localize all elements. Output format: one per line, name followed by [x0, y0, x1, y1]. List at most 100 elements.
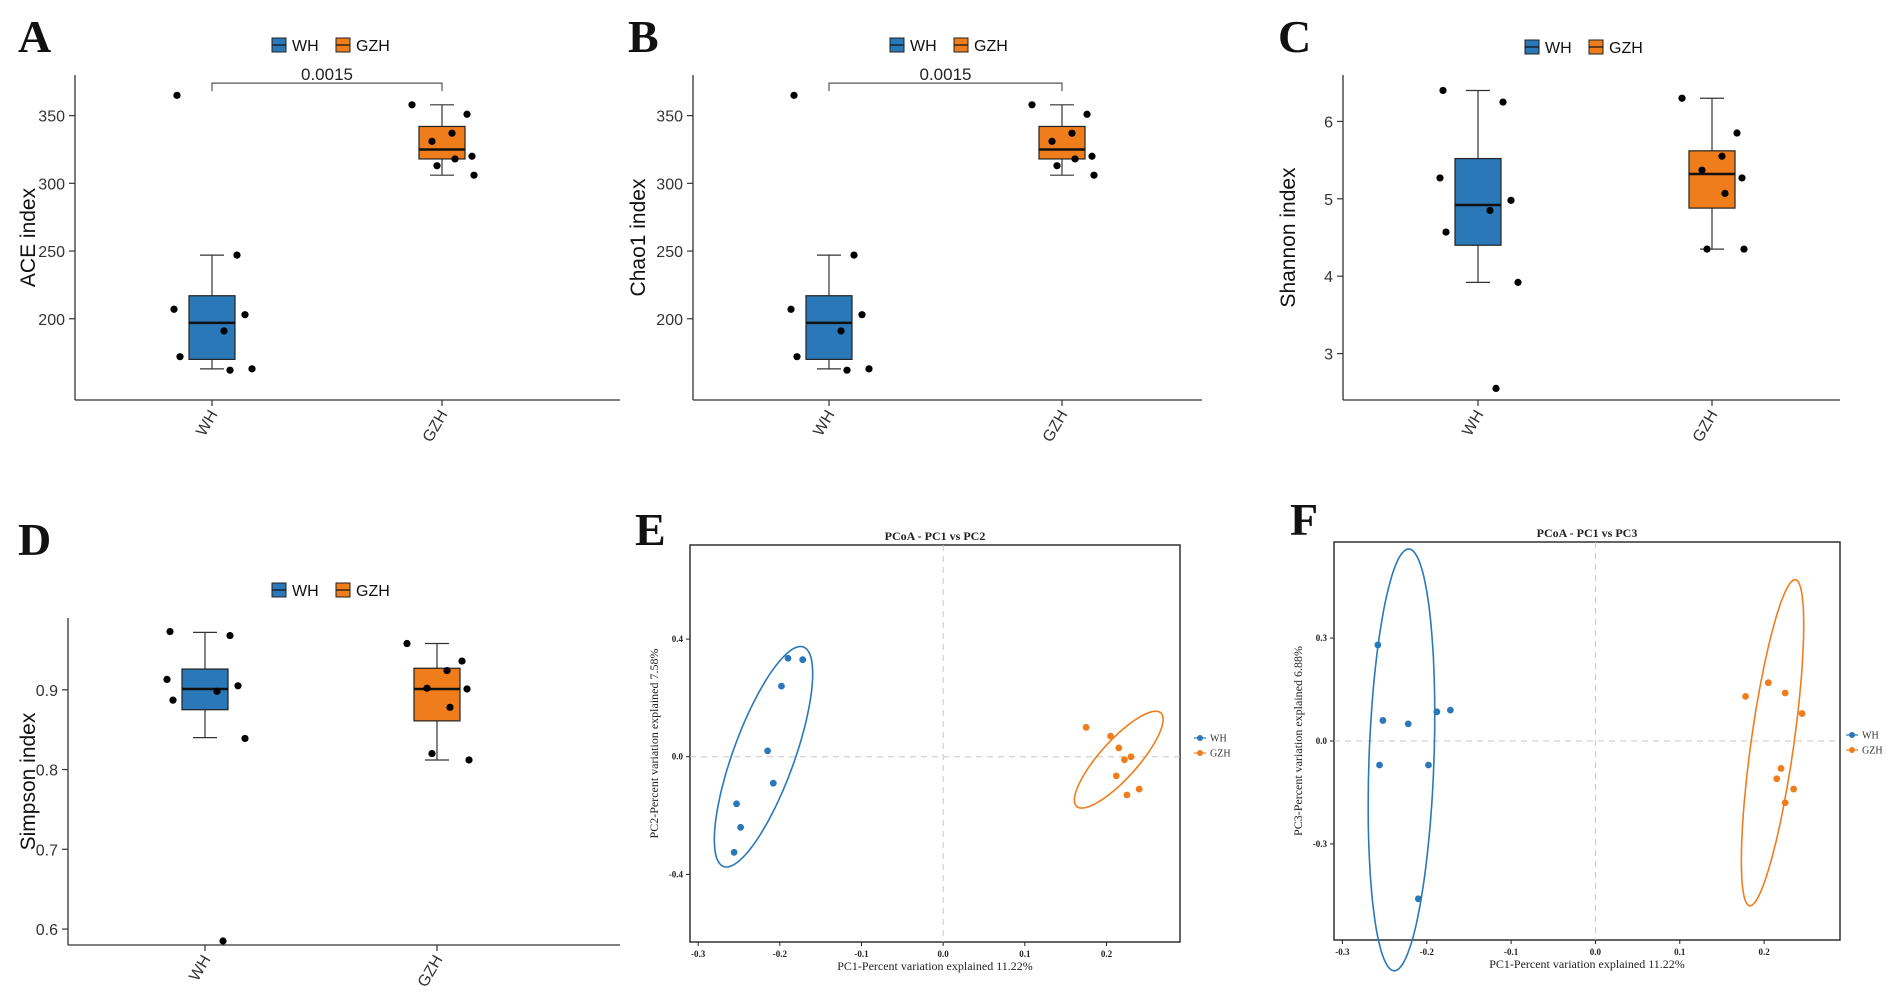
- y-tick-label: 300: [38, 176, 65, 193]
- data-point-wh: [784, 654, 792, 662]
- legend: WH GZH: [271, 37, 390, 55]
- data-point-gzh: [1764, 679, 1772, 687]
- data-point-wh: [1374, 641, 1382, 649]
- significance-bracket: 0.0015: [828, 65, 1063, 92]
- x-tick-label-wh: WH: [186, 953, 214, 985]
- box-iqr: [1688, 150, 1736, 209]
- p-value-label: 0.0015: [920, 65, 972, 84]
- legend: WH GZH: [1524, 39, 1643, 57]
- legend-marker-wh: [1197, 735, 1203, 741]
- data-point-gzh: [448, 129, 456, 137]
- box-gzh: [1688, 97, 1736, 250]
- plot-title: PCoA - PC1 vs PC3: [1537, 526, 1638, 540]
- data-point-wh: [778, 682, 785, 690]
- data-point-gzh: [1082, 723, 1090, 731]
- y-axis-label: PC3-Percent variation explained 6.88%: [1291, 646, 1305, 836]
- box-iqr: [418, 125, 466, 160]
- y-tick-label: 0.8: [36, 763, 58, 780]
- confidence-ellipse-wh: [713, 645, 814, 868]
- x-tick-label-wh: WH: [1459, 408, 1487, 440]
- data-point-gzh: [463, 110, 471, 118]
- x-axis-label: PC1-Percent variation explained 11.22%: [837, 959, 1033, 973]
- y-tick-label: 250: [38, 244, 65, 261]
- series-gzh: [1073, 710, 1164, 809]
- data-point-wh: [166, 627, 174, 636]
- series-gzh: [1740, 578, 1806, 907]
- data-point-gzh: [465, 756, 473, 764]
- x-tick-label: 0.0: [938, 949, 950, 959]
- data-point-wh: [733, 800, 740, 808]
- data-point-gzh: [470, 171, 478, 179]
- data-point-wh: [1436, 174, 1444, 182]
- data-point-wh: [1442, 228, 1450, 236]
- data-point-wh: [787, 305, 795, 313]
- data-point-gzh: [428, 749, 436, 758]
- data-point-wh: [737, 823, 745, 831]
- bracket-line: [211, 82, 443, 92]
- y-tick-label: 3: [1324, 347, 1333, 364]
- box-wh: [188, 254, 236, 370]
- data-point-gzh: [423, 684, 431, 692]
- data-point-gzh: [446, 703, 454, 711]
- y-tick-label: 4: [1324, 269, 1333, 286]
- x-tick-label-gzh: GZH: [1040, 408, 1072, 446]
- data-point-wh: [176, 353, 184, 361]
- data-point-gzh: [433, 162, 441, 170]
- y-axis-label: Simpson index: [17, 712, 40, 850]
- data-point-gzh: [1742, 692, 1749, 700]
- confidence-ellipse-gzh: [1073, 710, 1164, 809]
- box-gzh: [418, 104, 466, 176]
- data-point-gzh: [458, 657, 466, 665]
- legend-marker-wh: [1849, 732, 1855, 738]
- legend-label-gzh: GZH: [1609, 40, 1643, 57]
- data-point-gzh: [1718, 152, 1726, 160]
- p-value-label: 0.0015: [301, 65, 353, 84]
- legend-label-wh: WH: [1862, 731, 1879, 742]
- y-tick-label: 0.9: [36, 683, 58, 700]
- legend-label-gzh: GZH: [356, 38, 390, 55]
- data-point-gzh: [1773, 775, 1781, 783]
- x-tick-label: 0.1: [1019, 949, 1031, 959]
- data-point-wh: [1446, 706, 1454, 714]
- data-point-wh: [730, 848, 738, 856]
- box-iqr: [805, 295, 853, 360]
- legend-marker-gzh: [1849, 747, 1855, 753]
- y-tick-label: 350: [656, 109, 683, 126]
- data-point-wh: [234, 682, 242, 690]
- data-point-gzh: [1090, 171, 1098, 179]
- data-point-wh: [837, 327, 845, 335]
- legend: WH GZH: [271, 582, 390, 600]
- series-wh: [713, 645, 814, 868]
- data-point-gzh: [463, 685, 471, 693]
- data-point-gzh: [1107, 732, 1114, 740]
- data-point-wh: [170, 305, 178, 313]
- x-tick-label: 0.0: [1590, 947, 1602, 957]
- box-iqr: [1454, 157, 1502, 246]
- data-point-wh: [241, 734, 249, 743]
- x-tick-label: -0.3: [1335, 947, 1350, 957]
- box-gzh: [1038, 104, 1086, 176]
- data-point-gzh: [1798, 710, 1806, 717]
- plot-frame: [689, 544, 1181, 943]
- data-point-wh: [1492, 384, 1500, 392]
- y-axis-label: Shannon index: [1277, 167, 1300, 308]
- data-point-wh: [1379, 717, 1387, 724]
- data-point-gzh: [1123, 791, 1131, 799]
- data-point-wh: [799, 656, 807, 664]
- panel-label-b: B: [628, 11, 659, 62]
- x-tick-label-gzh: GZH: [415, 953, 447, 991]
- panel-e: E PCoA - PC1 vs PC2 -0.3 -0.2 -0.1 0.0 0.1 0.2 -…: [635, 504, 1231, 973]
- data-point-gzh: [443, 667, 451, 675]
- legend: WH GZH: [1846, 731, 1883, 757]
- data-point-gzh: [1071, 155, 1079, 163]
- data-point-gzh: [1738, 174, 1746, 182]
- y-tick-label: -0.3: [1313, 839, 1328, 849]
- data-point-wh: [1425, 761, 1432, 769]
- box-iqr: [188, 295, 236, 360]
- series-wh: [1367, 548, 1454, 972]
- y-tick-label: 0.6: [36, 922, 58, 939]
- data-point-wh: [248, 365, 256, 373]
- data-point-gzh: [1721, 189, 1729, 197]
- data-point-gzh: [1115, 744, 1123, 752]
